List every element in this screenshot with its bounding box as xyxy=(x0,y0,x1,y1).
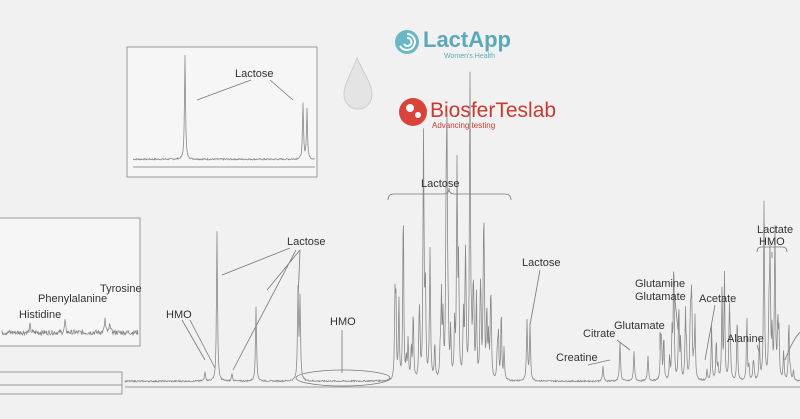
logo-name: BiosferTeslab xyxy=(430,99,556,122)
spectra xyxy=(1,54,800,383)
inset-box xyxy=(126,46,318,178)
drop xyxy=(343,56,373,110)
label: Alanine xyxy=(727,333,764,345)
lactapp-swirl xyxy=(399,33,416,51)
label: Histidine xyxy=(19,309,61,321)
logo-tagline: Women's Health xyxy=(444,53,495,60)
label: Acetate xyxy=(699,293,736,305)
label: Lactose xyxy=(522,257,561,269)
spectrum xyxy=(124,71,800,383)
label: Glutamine xyxy=(635,278,685,290)
biosfer-dot xyxy=(406,104,414,112)
axis-box xyxy=(0,371,123,395)
spectrum xyxy=(1,317,139,337)
label: Citrate xyxy=(583,328,615,340)
label: Tyrosine xyxy=(100,283,142,295)
logo-name: LactApp xyxy=(423,27,511,52)
biosfer-icon xyxy=(399,98,427,126)
hmo-ellipse xyxy=(295,369,391,387)
label: Lactose xyxy=(235,68,274,80)
brace xyxy=(387,187,512,201)
label: Phenylalanine xyxy=(38,293,107,305)
label: Lactose xyxy=(287,236,326,248)
label: HMO xyxy=(166,309,192,321)
label: Glutamate xyxy=(614,320,665,332)
label: Lactate xyxy=(757,224,793,236)
label: HMO xyxy=(759,236,785,248)
logo-tagline: Advancing testing xyxy=(432,121,495,130)
label: Lactose xyxy=(421,178,460,190)
brace xyxy=(756,246,788,253)
spectrum xyxy=(132,54,316,161)
label: HMO xyxy=(330,316,356,328)
label: Glutamate xyxy=(635,291,686,303)
label: Creatine xyxy=(556,352,598,364)
biosfer-dot xyxy=(415,112,421,118)
pointer xyxy=(196,79,294,101)
inset-box-left xyxy=(0,217,141,347)
